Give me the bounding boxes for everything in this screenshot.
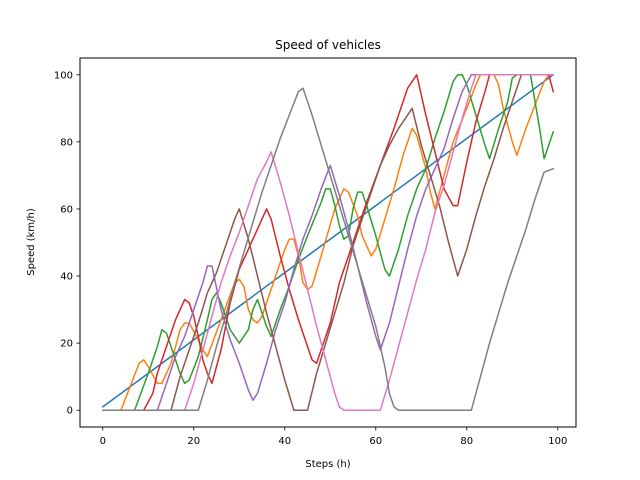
x-tick-label: 0 (100, 436, 106, 447)
series-line-5 (102, 74, 554, 411)
x-tick-label: 20 (187, 436, 200, 447)
x-tick-label: 40 (278, 436, 291, 447)
series-layer (101, 73, 555, 411)
y-axis-label: Speed (km/h) (26, 208, 37, 276)
y-tick-label: 0 (67, 406, 73, 417)
y-tick-label: 80 (60, 137, 73, 148)
x-tick-label: 100 (548, 436, 567, 447)
series-line-3 (102, 74, 555, 411)
y-axis: 0 20 40 60 80 100 (54, 70, 80, 417)
series-line-7 (102, 74, 554, 411)
x-tick-label: 60 (369, 436, 382, 447)
x-axis: 0 20 40 60 80 100 (100, 427, 567, 447)
y-tick-label: 20 (60, 339, 73, 350)
series-line-6 (102, 74, 554, 411)
y-tick-label: 40 (60, 272, 73, 283)
plot-frame (79, 57, 577, 428)
y-tick-label: 100 (54, 70, 73, 81)
chart-title: Speed of vehicles (275, 38, 381, 52)
y-tick-label: 60 (60, 204, 73, 215)
x-axis-label: Steps (h) (305, 459, 350, 470)
x-tick-label: 80 (460, 436, 473, 447)
series-line-8 (102, 87, 555, 411)
